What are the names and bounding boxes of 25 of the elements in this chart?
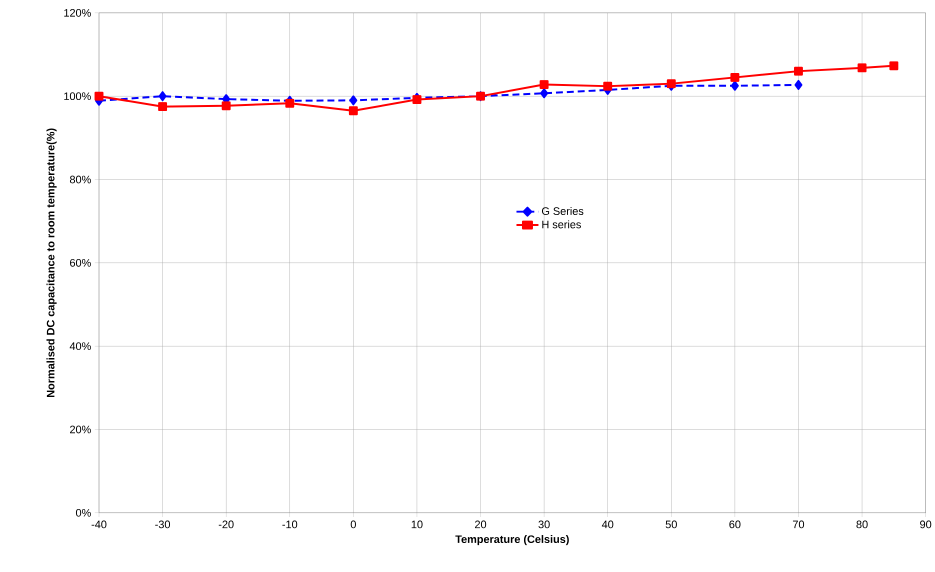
y-tick-label: 60% xyxy=(70,258,91,267)
x-tick-label: 10 xyxy=(412,520,423,528)
y-tick-label: 40% xyxy=(70,342,91,350)
x-tick-label: 40 xyxy=(602,520,614,528)
x-tick-label: -30 xyxy=(155,520,170,528)
legend-label: G Series xyxy=(542,206,584,215)
legend-label: H series xyxy=(542,220,581,228)
x-tick-label: -10 xyxy=(282,520,298,528)
y-tick-label: 120% xyxy=(64,8,91,17)
x-tick-label: 90 xyxy=(920,520,932,528)
x-tick-label: -40 xyxy=(92,520,106,528)
y-axis-title: Normalised DC capacitance to room temperature(%) xyxy=(46,128,57,397)
x-tick-label: 60 xyxy=(729,520,740,528)
y-tick-label: 0% xyxy=(76,508,91,517)
y-tick-label: 20% xyxy=(70,426,91,434)
x-tick-label: 70 xyxy=(792,520,804,528)
x-tick-label: 0 xyxy=(350,520,356,528)
x-tick-label: 50 xyxy=(666,520,677,528)
x-tick-label: -20 xyxy=(218,520,234,528)
y-tick-label: 100% xyxy=(64,92,91,100)
x-axis-title: Temperature (Celsius) xyxy=(455,534,569,546)
x-tick-label: 30 xyxy=(538,520,550,528)
x-tick-label: 80 xyxy=(856,520,868,528)
y-tick-label: 80% xyxy=(70,176,91,184)
x-tick-label: 20 xyxy=(475,520,486,528)
